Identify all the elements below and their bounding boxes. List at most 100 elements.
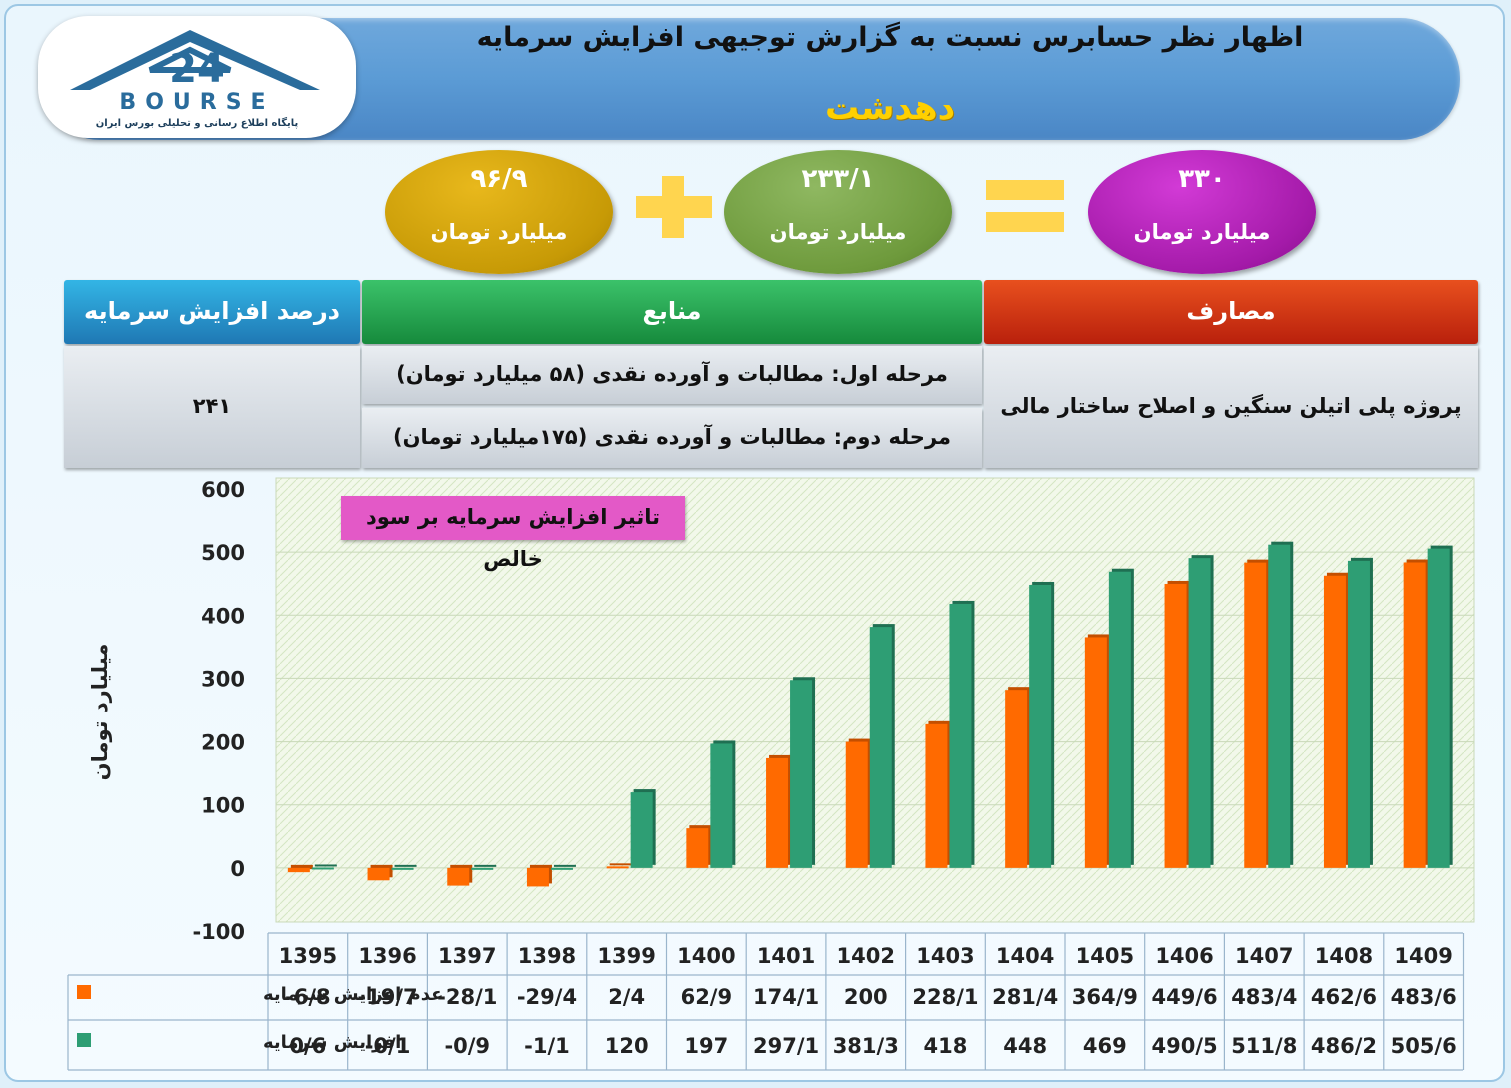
percent-value: ۲۴۱ bbox=[64, 346, 360, 468]
bar-no-capital-increase bbox=[1244, 562, 1267, 868]
data-label-no-increase: 462/6 bbox=[1311, 985, 1377, 1009]
y-tick-label: -100 bbox=[192, 920, 245, 944]
data-label-increase: 297/1 bbox=[753, 1034, 819, 1058]
bar-shadow bbox=[553, 864, 576, 867]
oval-unit: میلیارد تومان bbox=[430, 220, 568, 244]
x-tick-label: 1398 bbox=[518, 944, 576, 968]
page-title: اظهار نظر حسابرس نسبت به گزارش توجیهی اف… bbox=[476, 22, 1304, 53]
oval-value: ۳۳۰ bbox=[1178, 164, 1226, 194]
x-tick-label: 1399 bbox=[597, 944, 655, 968]
plus-icon-bar bbox=[636, 196, 712, 218]
bar-capital-increase bbox=[790, 680, 813, 868]
data-label-increase: 197 bbox=[684, 1034, 728, 1058]
source-stage-1: مرحله اول: مطالبات و آورده نقدی (۵۸ میلی… bbox=[362, 346, 982, 404]
oval-new-funds: ۹۶/۹ میلیارد تومان bbox=[385, 150, 613, 274]
y-tick-label: 200 bbox=[201, 731, 245, 755]
equals-icon bbox=[986, 180, 1064, 200]
bar-no-capital-increase bbox=[1084, 637, 1107, 868]
bar-capital-increase bbox=[1029, 584, 1052, 868]
data-label-no-increase: 483/6 bbox=[1391, 985, 1457, 1009]
data-label-increase: 0/6 bbox=[289, 1034, 326, 1058]
bar-shadow bbox=[394, 864, 417, 867]
y-tick-label: 0 bbox=[230, 857, 245, 881]
data-label-no-increase: 281/4 bbox=[992, 985, 1058, 1009]
data-label-increase: -0/9 bbox=[444, 1034, 490, 1058]
data-label-increase: 486/2 bbox=[1311, 1034, 1377, 1058]
data-label-no-increase: -6/8 bbox=[285, 985, 331, 1009]
bar-capital-increase bbox=[1347, 560, 1370, 868]
y-tick-label: 100 bbox=[201, 794, 245, 818]
oval-unit: میلیارد تومان bbox=[1133, 220, 1271, 244]
data-label-no-increase: 449/6 bbox=[1151, 985, 1217, 1009]
header-sources: منابع bbox=[362, 280, 982, 344]
data-label-increase: 120 bbox=[605, 1034, 649, 1058]
legend-swatch bbox=[77, 985, 91, 999]
logo-mountain-icon: 24 bbox=[70, 30, 320, 92]
bar-no-capital-increase bbox=[1164, 583, 1187, 868]
y-tick-label: 500 bbox=[201, 541, 245, 565]
bar-no-capital-increase bbox=[287, 867, 310, 873]
bar-capital-increase bbox=[471, 867, 494, 870]
data-label-increase: 448 bbox=[1003, 1034, 1047, 1058]
bar-shadow bbox=[474, 864, 497, 867]
bar-capital-increase bbox=[949, 603, 972, 868]
bar-capital-increase bbox=[391, 867, 414, 870]
bar-no-capital-increase bbox=[367, 867, 390, 881]
bar-shadow bbox=[609, 863, 632, 866]
x-tick-label: 1395 bbox=[279, 944, 337, 968]
bar-shadow bbox=[314, 864, 337, 867]
data-label-no-increase: 174/1 bbox=[753, 985, 819, 1009]
bar-capital-increase bbox=[550, 867, 573, 870]
bar-capital-increase bbox=[1108, 571, 1131, 868]
data-label-no-increase: 228/1 bbox=[912, 985, 978, 1009]
data-label-increase: 418 bbox=[924, 1034, 968, 1058]
x-tick-label: 1405 bbox=[1076, 944, 1134, 968]
bar-capital-increase bbox=[311, 867, 334, 870]
bar-capital-increase bbox=[630, 792, 653, 868]
logo-subtitle: پایگاه اطلاع رسانی و تحلیلی بورس ایران bbox=[95, 118, 299, 129]
x-tick-label: 1397 bbox=[438, 944, 496, 968]
bar-no-capital-increase bbox=[447, 867, 470, 886]
data-label-increase: 490/5 bbox=[1151, 1034, 1217, 1058]
y-tick-label: 400 bbox=[201, 604, 245, 628]
y-axis-title: میلیارد تومان bbox=[88, 643, 112, 781]
data-label-increase: 381/3 bbox=[833, 1034, 899, 1058]
data-label-increase: -1/1 bbox=[524, 1034, 570, 1058]
bar-no-capital-increase bbox=[606, 866, 629, 869]
legend-label: عدم افزایش سرمایه bbox=[263, 984, 443, 1005]
legend-label: افزایش سرمایه bbox=[263, 1032, 401, 1053]
bar-no-capital-increase bbox=[1323, 575, 1346, 868]
bar-no-capital-increase bbox=[526, 867, 549, 887]
data-label-no-increase: -28/1 bbox=[437, 985, 497, 1009]
company-name: دهدشت bbox=[824, 88, 956, 128]
bar-no-capital-increase bbox=[1005, 690, 1028, 868]
bar-capital-increase bbox=[1268, 544, 1291, 868]
data-label-no-increase: 200 bbox=[844, 985, 888, 1009]
bar-no-capital-increase bbox=[845, 741, 868, 868]
y-tick-label: 300 bbox=[201, 667, 245, 691]
bar-capital-increase bbox=[1188, 558, 1211, 868]
oval-value: ۲۳۳/۱ bbox=[801, 164, 875, 194]
logo: 24 BOURSE پایگاه اطلاع رسانی و تحلیلی بو… bbox=[38, 16, 356, 138]
bar-no-capital-increase bbox=[925, 723, 948, 868]
x-tick-label: 1402 bbox=[837, 944, 895, 968]
data-label-increase: -0/1 bbox=[365, 1034, 411, 1058]
x-tick-label: 1403 bbox=[916, 944, 974, 968]
data-label-no-increase: -19/7 bbox=[357, 985, 417, 1009]
bar-no-capital-increase bbox=[686, 828, 709, 868]
x-tick-label: 1396 bbox=[358, 944, 416, 968]
chart-annotation: تاثیر افزایش سرمایه بر سود خالص bbox=[341, 496, 685, 571]
oval-value: ۹۶/۹ bbox=[470, 164, 528, 194]
logo-text: BOURSE bbox=[119, 90, 275, 115]
oval-total: ۳۳۰ میلیارد تومان bbox=[1088, 150, 1316, 274]
oval-receivables: ۲۳۳/۱ میلیارد تومان bbox=[724, 150, 952, 274]
x-tick-label: 1406 bbox=[1155, 944, 1213, 968]
cost-description: پروژه پلی اتیلن سنگین و اصلاح ساختار مال… bbox=[984, 346, 1478, 468]
data-label-increase: 505/6 bbox=[1391, 1034, 1457, 1058]
logo-number: 24 bbox=[169, 46, 225, 92]
data-label-no-increase: 364/9 bbox=[1072, 985, 1138, 1009]
bar-capital-increase bbox=[869, 627, 892, 868]
data-label-no-increase: 62/9 bbox=[681, 985, 733, 1009]
source-stage-2: مرحله دوم: مطالبات و آورده نقدی (۱۷۵میلی… bbox=[362, 408, 982, 468]
